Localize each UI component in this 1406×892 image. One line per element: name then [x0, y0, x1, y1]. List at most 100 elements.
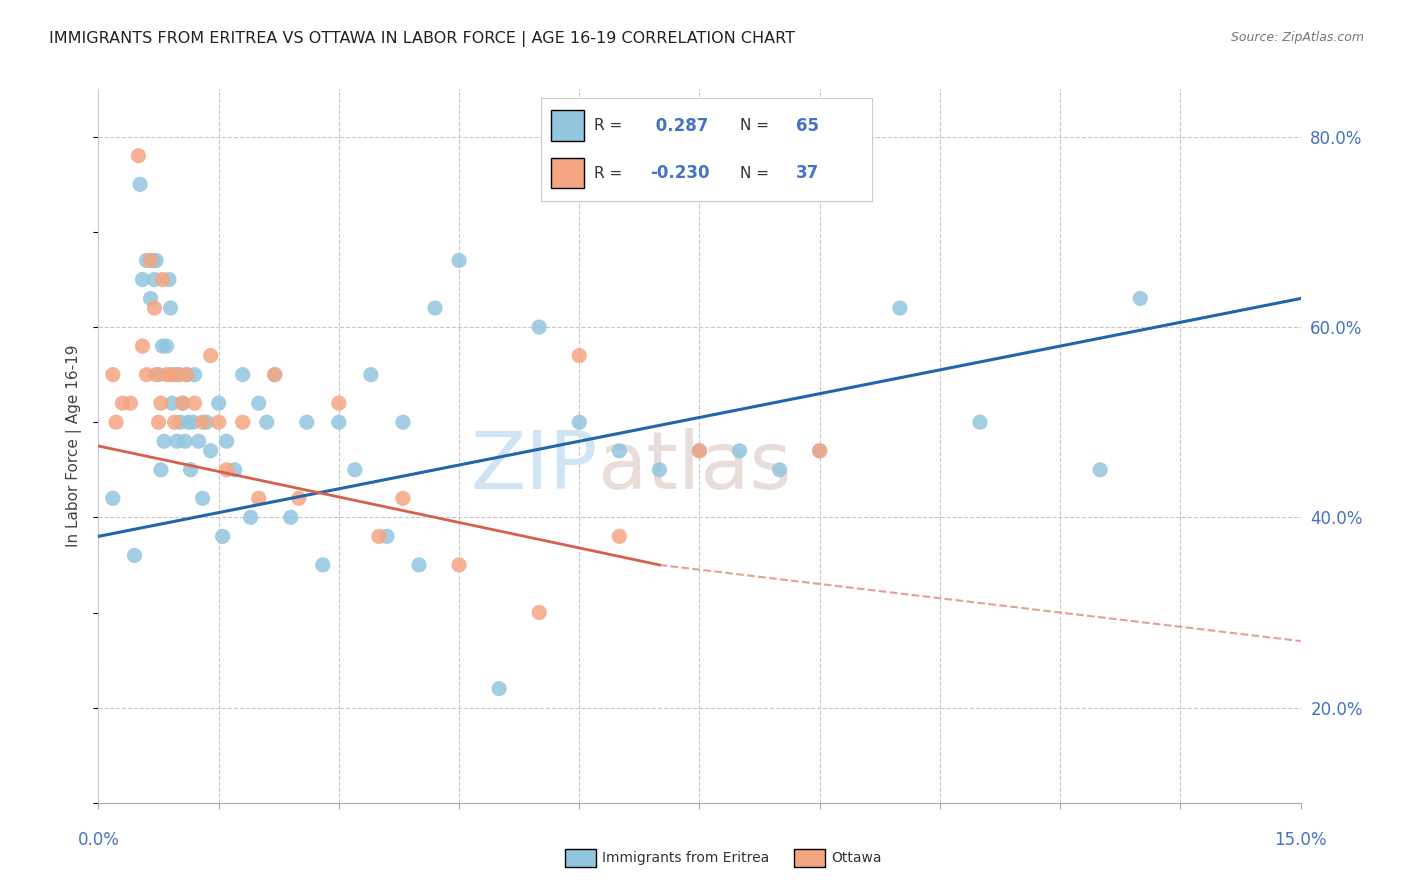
Text: N =: N =: [740, 166, 773, 180]
Point: [148, 368, 170, 382]
Point: [328, 415, 350, 429]
Point: [808, 443, 831, 458]
Point: [211, 529, 233, 543]
Text: R =: R =: [595, 166, 627, 180]
Y-axis label: In Labor Force | Age 16-19: In Labor Force | Age 16-19: [66, 344, 83, 548]
Point: [247, 396, 270, 410]
Point: [224, 463, 246, 477]
Text: Ottawa: Ottawa: [831, 851, 882, 865]
Point: [167, 368, 190, 382]
Point: [167, 368, 190, 382]
Point: [157, 272, 180, 286]
Point: [280, 510, 302, 524]
Point: [648, 463, 671, 477]
Point: [232, 415, 254, 429]
Point: [239, 510, 262, 524]
Point: [152, 339, 174, 353]
Point: [689, 443, 711, 458]
Point: [181, 415, 204, 429]
Point: [135, 253, 157, 268]
Point: [101, 491, 124, 506]
Point: [360, 368, 382, 382]
Point: [769, 463, 792, 477]
Point: [176, 368, 198, 382]
Point: [328, 396, 350, 410]
Point: [143, 301, 166, 315]
Point: [208, 396, 231, 410]
Point: [143, 272, 166, 286]
Point: [408, 558, 430, 572]
Point: [183, 368, 205, 382]
Point: [145, 368, 167, 382]
Point: [149, 463, 172, 477]
Point: [295, 415, 318, 429]
Point: [131, 272, 153, 286]
Point: [191, 491, 214, 506]
Point: [131, 339, 153, 353]
Point: [120, 396, 142, 410]
Point: [609, 443, 631, 458]
Point: [139, 292, 162, 306]
Point: [423, 301, 446, 315]
Point: [208, 415, 231, 429]
Point: [145, 253, 167, 268]
Text: 37: 37: [796, 164, 818, 182]
Point: [529, 320, 551, 334]
Point: [392, 491, 415, 506]
Point: [195, 415, 218, 429]
Point: [139, 253, 162, 268]
Point: [152, 272, 174, 286]
Point: [177, 415, 200, 429]
Point: [153, 434, 176, 449]
Point: [166, 434, 188, 449]
Text: Source: ZipAtlas.com: Source: ZipAtlas.com: [1230, 31, 1364, 45]
Point: [889, 301, 911, 315]
Point: [163, 415, 186, 429]
Point: [263, 368, 285, 382]
Point: [128, 149, 150, 163]
Point: [148, 415, 170, 429]
Point: [215, 434, 238, 449]
Point: [263, 368, 285, 382]
Point: [159, 368, 181, 382]
Point: [200, 443, 222, 458]
Text: 0.0%: 0.0%: [77, 831, 120, 849]
Point: [105, 415, 128, 429]
Point: [689, 443, 711, 458]
Point: [174, 434, 197, 449]
Point: [142, 253, 165, 268]
Point: [375, 529, 398, 543]
Point: [200, 349, 222, 363]
Point: [180, 463, 202, 477]
Point: [232, 368, 254, 382]
Text: -0.230: -0.230: [651, 164, 710, 182]
Point: [169, 415, 191, 429]
Point: [312, 558, 335, 572]
Point: [160, 396, 183, 410]
Point: [124, 549, 146, 563]
Text: atlas: atlas: [598, 428, 792, 507]
Point: [129, 178, 152, 192]
Point: [808, 443, 831, 458]
Point: [172, 396, 194, 410]
Point: [728, 443, 751, 458]
Point: [183, 396, 205, 410]
Point: [187, 434, 209, 449]
Text: 0.287: 0.287: [651, 117, 709, 135]
Text: N =: N =: [740, 119, 773, 133]
Point: [488, 681, 510, 696]
Point: [343, 463, 366, 477]
Point: [568, 349, 591, 363]
Point: [159, 301, 181, 315]
Point: [172, 396, 194, 410]
Text: 65: 65: [796, 117, 818, 135]
Text: ZIP: ZIP: [470, 428, 598, 507]
Point: [529, 606, 551, 620]
Point: [368, 529, 391, 543]
Text: IMMIGRANTS FROM ERITREA VS OTTAWA IN LABOR FORCE | AGE 16-19 CORRELATION CHART: IMMIGRANTS FROM ERITREA VS OTTAWA IN LAB…: [49, 31, 796, 47]
Text: 15.0%: 15.0%: [1274, 831, 1327, 849]
Point: [247, 491, 270, 506]
Point: [155, 339, 177, 353]
Point: [1129, 292, 1152, 306]
Point: [568, 415, 591, 429]
